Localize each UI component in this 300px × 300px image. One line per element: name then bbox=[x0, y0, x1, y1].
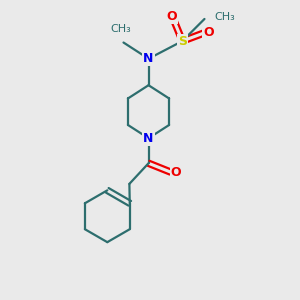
Text: S: S bbox=[178, 34, 187, 48]
Text: CH₃: CH₃ bbox=[214, 12, 235, 22]
Text: N: N bbox=[143, 132, 154, 145]
Text: N: N bbox=[143, 52, 154, 65]
Text: O: O bbox=[171, 166, 181, 178]
Text: CH₃: CH₃ bbox=[110, 24, 131, 34]
Text: O: O bbox=[167, 10, 177, 22]
Text: O: O bbox=[203, 26, 214, 39]
